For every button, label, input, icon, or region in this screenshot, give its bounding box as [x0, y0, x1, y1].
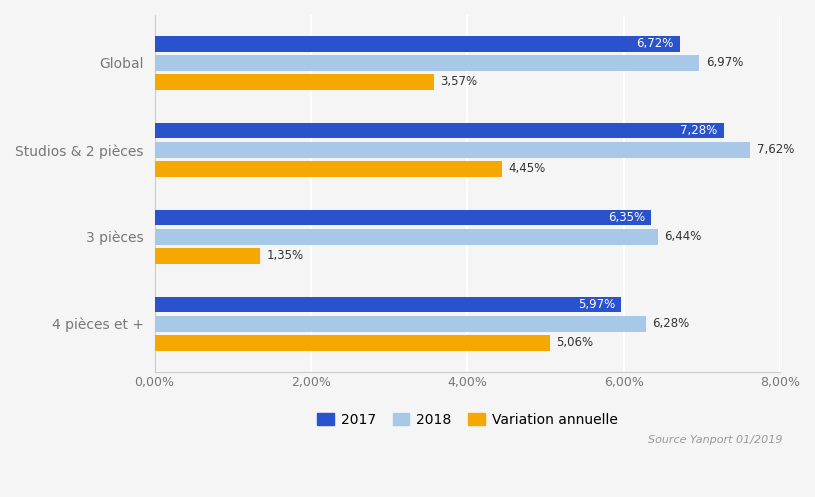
- Text: 6,44%: 6,44%: [664, 230, 702, 243]
- Bar: [155, 55, 699, 71]
- Text: 7,28%: 7,28%: [681, 124, 717, 137]
- Text: 6,97%: 6,97%: [706, 56, 743, 69]
- Text: 1,35%: 1,35%: [267, 249, 303, 262]
- Bar: [155, 210, 651, 226]
- Bar: [155, 229, 658, 245]
- Text: 6,28%: 6,28%: [652, 317, 689, 330]
- Bar: [155, 74, 434, 90]
- Bar: [155, 123, 724, 139]
- Text: 6,72%: 6,72%: [637, 37, 674, 50]
- Text: Source Yanport 01/2019: Source Yanport 01/2019: [648, 435, 782, 445]
- Bar: [155, 248, 260, 264]
- Bar: [155, 335, 550, 351]
- Bar: [155, 316, 645, 331]
- Text: 3,57%: 3,57%: [440, 76, 477, 88]
- Text: 5,06%: 5,06%: [557, 336, 593, 349]
- Bar: [155, 161, 503, 177]
- Bar: [155, 36, 680, 52]
- Text: 4,45%: 4,45%: [509, 163, 546, 175]
- Bar: [155, 297, 621, 313]
- Legend: 2017, 2018, Variation annuelle: 2017, 2018, Variation annuelle: [311, 407, 623, 432]
- Text: 6,35%: 6,35%: [608, 211, 645, 224]
- Text: 5,97%: 5,97%: [578, 298, 615, 311]
- Bar: [155, 142, 751, 158]
- Text: 7,62%: 7,62%: [756, 143, 794, 156]
